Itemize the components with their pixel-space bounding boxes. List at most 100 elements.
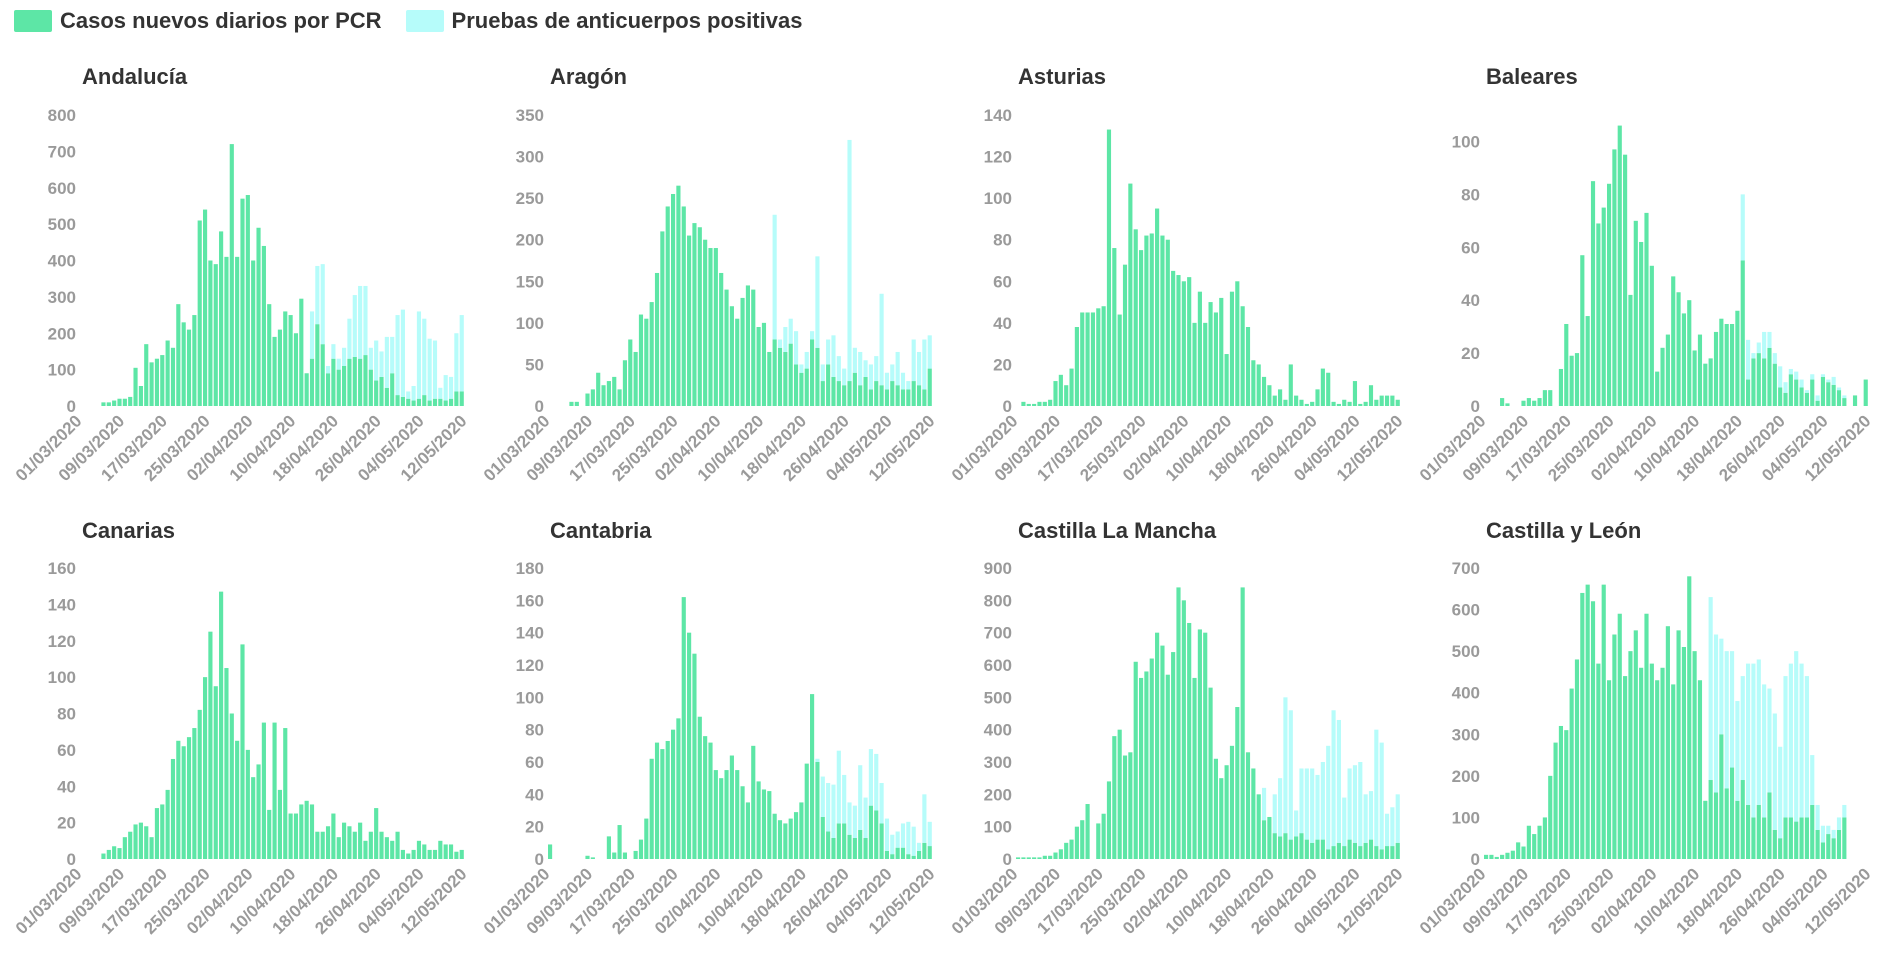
bar-antibody bbox=[336, 358, 341, 370]
bar-pcr bbox=[1532, 400, 1537, 406]
bar-pcr bbox=[1379, 395, 1384, 406]
bar-antibody bbox=[1320, 762, 1325, 840]
bar-pcr bbox=[1526, 398, 1531, 406]
bar-antibody bbox=[1783, 676, 1788, 818]
bar-pcr bbox=[1681, 313, 1686, 406]
bar-pcr bbox=[106, 402, 111, 406]
y-tick-label: 20 bbox=[993, 355, 1012, 374]
bar-pcr bbox=[1245, 327, 1251, 406]
bar-pcr bbox=[138, 385, 143, 406]
bar-pcr bbox=[1842, 817, 1847, 859]
bar-pcr bbox=[432, 849, 438, 859]
bar-antibody bbox=[1331, 710, 1336, 847]
bar-antibody bbox=[1794, 651, 1799, 822]
bar-pcr bbox=[1320, 368, 1325, 406]
bar-pcr bbox=[1548, 390, 1553, 406]
bar-antibody bbox=[1363, 794, 1368, 843]
bar-pcr bbox=[1342, 846, 1347, 859]
bar-pcr bbox=[149, 837, 154, 859]
bar-pcr bbox=[842, 385, 847, 406]
bar-pcr bbox=[1106, 129, 1112, 407]
bar-antibody bbox=[879, 293, 884, 386]
bar-antibody bbox=[1283, 697, 1288, 834]
bar-pcr bbox=[874, 810, 879, 859]
bar-pcr bbox=[1692, 651, 1697, 859]
bar-pcr bbox=[1352, 842, 1358, 859]
bar-antibody bbox=[863, 360, 868, 377]
bar-pcr bbox=[879, 385, 884, 406]
bar-pcr bbox=[154, 808, 160, 859]
bar-pcr bbox=[1526, 825, 1531, 859]
bar-pcr bbox=[1639, 667, 1644, 859]
bar-pcr bbox=[1692, 350, 1697, 406]
legend-item-antibody: Pruebas de anticuerpos positivas bbox=[405, 8, 802, 34]
bar-pcr bbox=[165, 789, 170, 859]
bar-pcr bbox=[654, 742, 660, 859]
y-tick-label: 250 bbox=[516, 189, 544, 208]
bar-pcr bbox=[1671, 684, 1676, 859]
bar-antibody bbox=[315, 265, 320, 325]
bar-pcr bbox=[1778, 838, 1783, 859]
bar-pcr bbox=[1187, 622, 1192, 859]
bar-antibody bbox=[788, 318, 793, 344]
y-tick-label: 700 bbox=[48, 142, 76, 161]
bar-pcr bbox=[245, 195, 250, 406]
bar-pcr bbox=[1735, 800, 1740, 859]
bar-pcr bbox=[1500, 398, 1505, 406]
y-tick-label: 0 bbox=[535, 397, 544, 416]
bar-pcr bbox=[336, 369, 341, 407]
bar-pcr bbox=[448, 398, 454, 407]
bar-pcr bbox=[1160, 645, 1165, 859]
bar-pcr bbox=[1347, 401, 1352, 406]
y-tick-label: 200 bbox=[1452, 767, 1480, 786]
bar-pcr bbox=[1558, 725, 1564, 859]
bar-pcr bbox=[1074, 826, 1079, 859]
bar-pcr bbox=[729, 306, 734, 406]
bar-pcr bbox=[1267, 385, 1272, 406]
bar-pcr bbox=[1788, 817, 1793, 859]
bar-pcr bbox=[1326, 849, 1331, 859]
bar-pcr bbox=[911, 855, 916, 859]
bar-pcr bbox=[1553, 742, 1558, 859]
y-tick-label: 400 bbox=[984, 721, 1012, 740]
legend-swatch-pcr bbox=[14, 10, 52, 32]
bar-antibody bbox=[1724, 651, 1729, 789]
bar-pcr bbox=[1032, 403, 1037, 406]
bar-pcr bbox=[772, 813, 777, 859]
bar-pcr bbox=[1516, 842, 1521, 859]
bar-pcr bbox=[1128, 183, 1133, 406]
bar-pcr bbox=[868, 389, 873, 406]
bar-pcr bbox=[1256, 364, 1261, 406]
bar-pcr bbox=[606, 381, 611, 406]
bar-pcr bbox=[400, 849, 405, 859]
bar-pcr bbox=[1144, 671, 1149, 859]
bar-pcr bbox=[847, 834, 852, 859]
bar-pcr bbox=[1181, 281, 1186, 406]
bar-pcr bbox=[1521, 846, 1526, 859]
bar-pcr bbox=[1521, 400, 1526, 406]
bar-antibody bbox=[1374, 729, 1379, 847]
bar-antibody bbox=[1294, 810, 1299, 837]
bar-pcr bbox=[1197, 629, 1202, 859]
bar-pcr bbox=[144, 826, 149, 859]
y-tick-label: 50 bbox=[525, 355, 544, 374]
bar-pcr bbox=[590, 857, 595, 859]
bar-pcr bbox=[422, 395, 427, 406]
bar-pcr bbox=[1628, 294, 1633, 406]
bar-antibody bbox=[1842, 804, 1847, 818]
bar-pcr bbox=[240, 644, 245, 859]
bar-pcr bbox=[585, 393, 590, 406]
bar-pcr bbox=[368, 369, 373, 407]
bar-pcr bbox=[229, 144, 234, 406]
bar-pcr bbox=[1026, 857, 1031, 859]
bar-pcr bbox=[767, 791, 772, 859]
bar-pcr bbox=[1842, 398, 1847, 406]
y-tick-label: 120 bbox=[984, 148, 1012, 167]
bar-antibody bbox=[1336, 719, 1341, 843]
bar-pcr bbox=[1261, 820, 1267, 859]
bar-pcr bbox=[395, 831, 400, 859]
bar-antibody bbox=[1826, 825, 1831, 835]
legend-item-pcr: Casos nuevos diarios por PCR bbox=[14, 8, 382, 34]
bar-antibody bbox=[1315, 774, 1320, 840]
bar-pcr bbox=[1564, 323, 1569, 406]
